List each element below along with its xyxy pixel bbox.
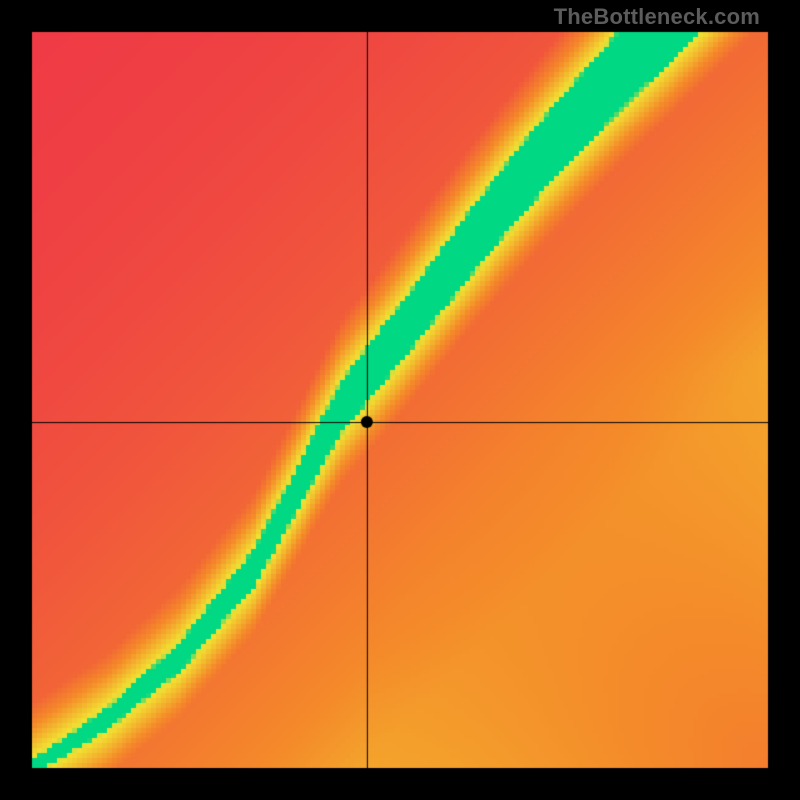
watermark-text: TheBottleneck.com — [554, 4, 760, 30]
chart-frame: TheBottleneck.com — [0, 0, 800, 800]
bottleneck-heatmap-canvas — [0, 0, 800, 800]
